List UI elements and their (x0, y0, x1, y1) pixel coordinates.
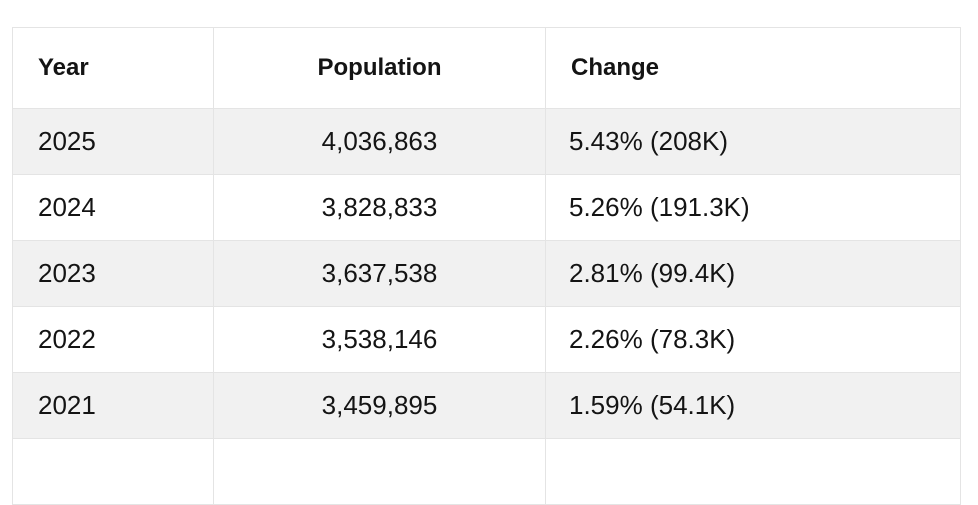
cell-change: 5.26% (191.3K) (545, 174, 961, 241)
column-header-population: Population (213, 27, 546, 109)
cell-year: 2022 (12, 306, 214, 373)
cell-population: 3,459,895 (213, 372, 546, 439)
cell-change: 2.26% (78.3K) (545, 306, 961, 373)
column-header-change: Change (545, 27, 961, 109)
cell-empty (213, 438, 546, 505)
cell-year: 2024 (12, 174, 214, 241)
cell-change: 1.59% (54.1K) (545, 372, 961, 439)
cell-empty (12, 438, 214, 505)
cell-year: 2025 (12, 108, 214, 175)
header-row: Year Population Change (12, 27, 961, 109)
cell-population: 4,036,863 (213, 108, 546, 175)
table-body: 2025 4,036,863 5.43% (208K) 2024 3,828,8… (12, 108, 961, 505)
population-by-year-table: Year Population Change 2025 4,036,863 5.… (12, 27, 961, 505)
cell-change: 5.43% (208K) (545, 108, 961, 175)
column-header-year: Year (12, 27, 214, 109)
cell-year: 2021 (12, 372, 214, 439)
table-row-partial (12, 438, 961, 505)
cell-population: 3,538,146 (213, 306, 546, 373)
table-row: 2021 3,459,895 1.59% (54.1K) (12, 372, 961, 439)
cell-population: 3,637,538 (213, 240, 546, 307)
cell-empty (545, 438, 961, 505)
table-row: 2023 3,637,538 2.81% (99.4K) (12, 240, 961, 307)
cell-change: 2.81% (99.4K) (545, 240, 961, 307)
page: Year Population Change 2025 4,036,863 5.… (12, 27, 961, 505)
table-row: 2022 3,538,146 2.26% (78.3K) (12, 306, 961, 373)
table-row: 2024 3,828,833 5.26% (191.3K) (12, 174, 961, 241)
cell-year: 2023 (12, 240, 214, 307)
cell-population: 3,828,833 (213, 174, 546, 241)
table-header: Year Population Change (12, 27, 961, 109)
table-row: 2025 4,036,863 5.43% (208K) (12, 108, 961, 175)
